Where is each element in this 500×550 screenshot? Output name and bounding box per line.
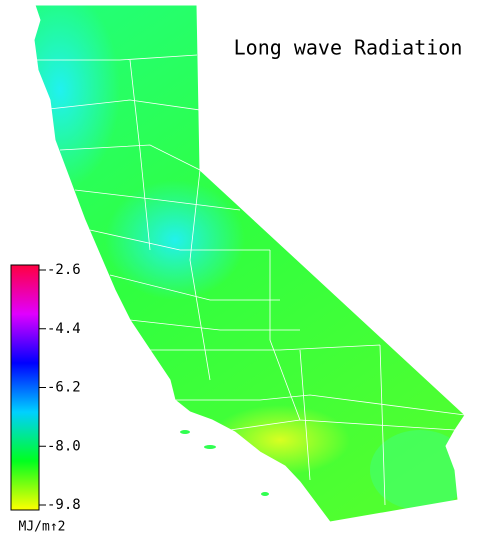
colorbar-tick-label: -4.4 bbox=[47, 321, 81, 337]
colorbar bbox=[10, 264, 40, 511]
island bbox=[204, 445, 216, 449]
colorbar-unit: MJ/m↑2 bbox=[19, 520, 66, 535]
island bbox=[261, 492, 269, 496]
colorbar-tick-label: -8.0 bbox=[47, 438, 81, 454]
island bbox=[180, 430, 190, 434]
colorbar-tick-label: -2.6 bbox=[47, 262, 81, 278]
map-title: Long wave Radiation bbox=[234, 36, 463, 60]
colorbar-tick-label: -6.2 bbox=[47, 380, 81, 396]
colorbar-tick-label: -9.8 bbox=[47, 497, 81, 513]
